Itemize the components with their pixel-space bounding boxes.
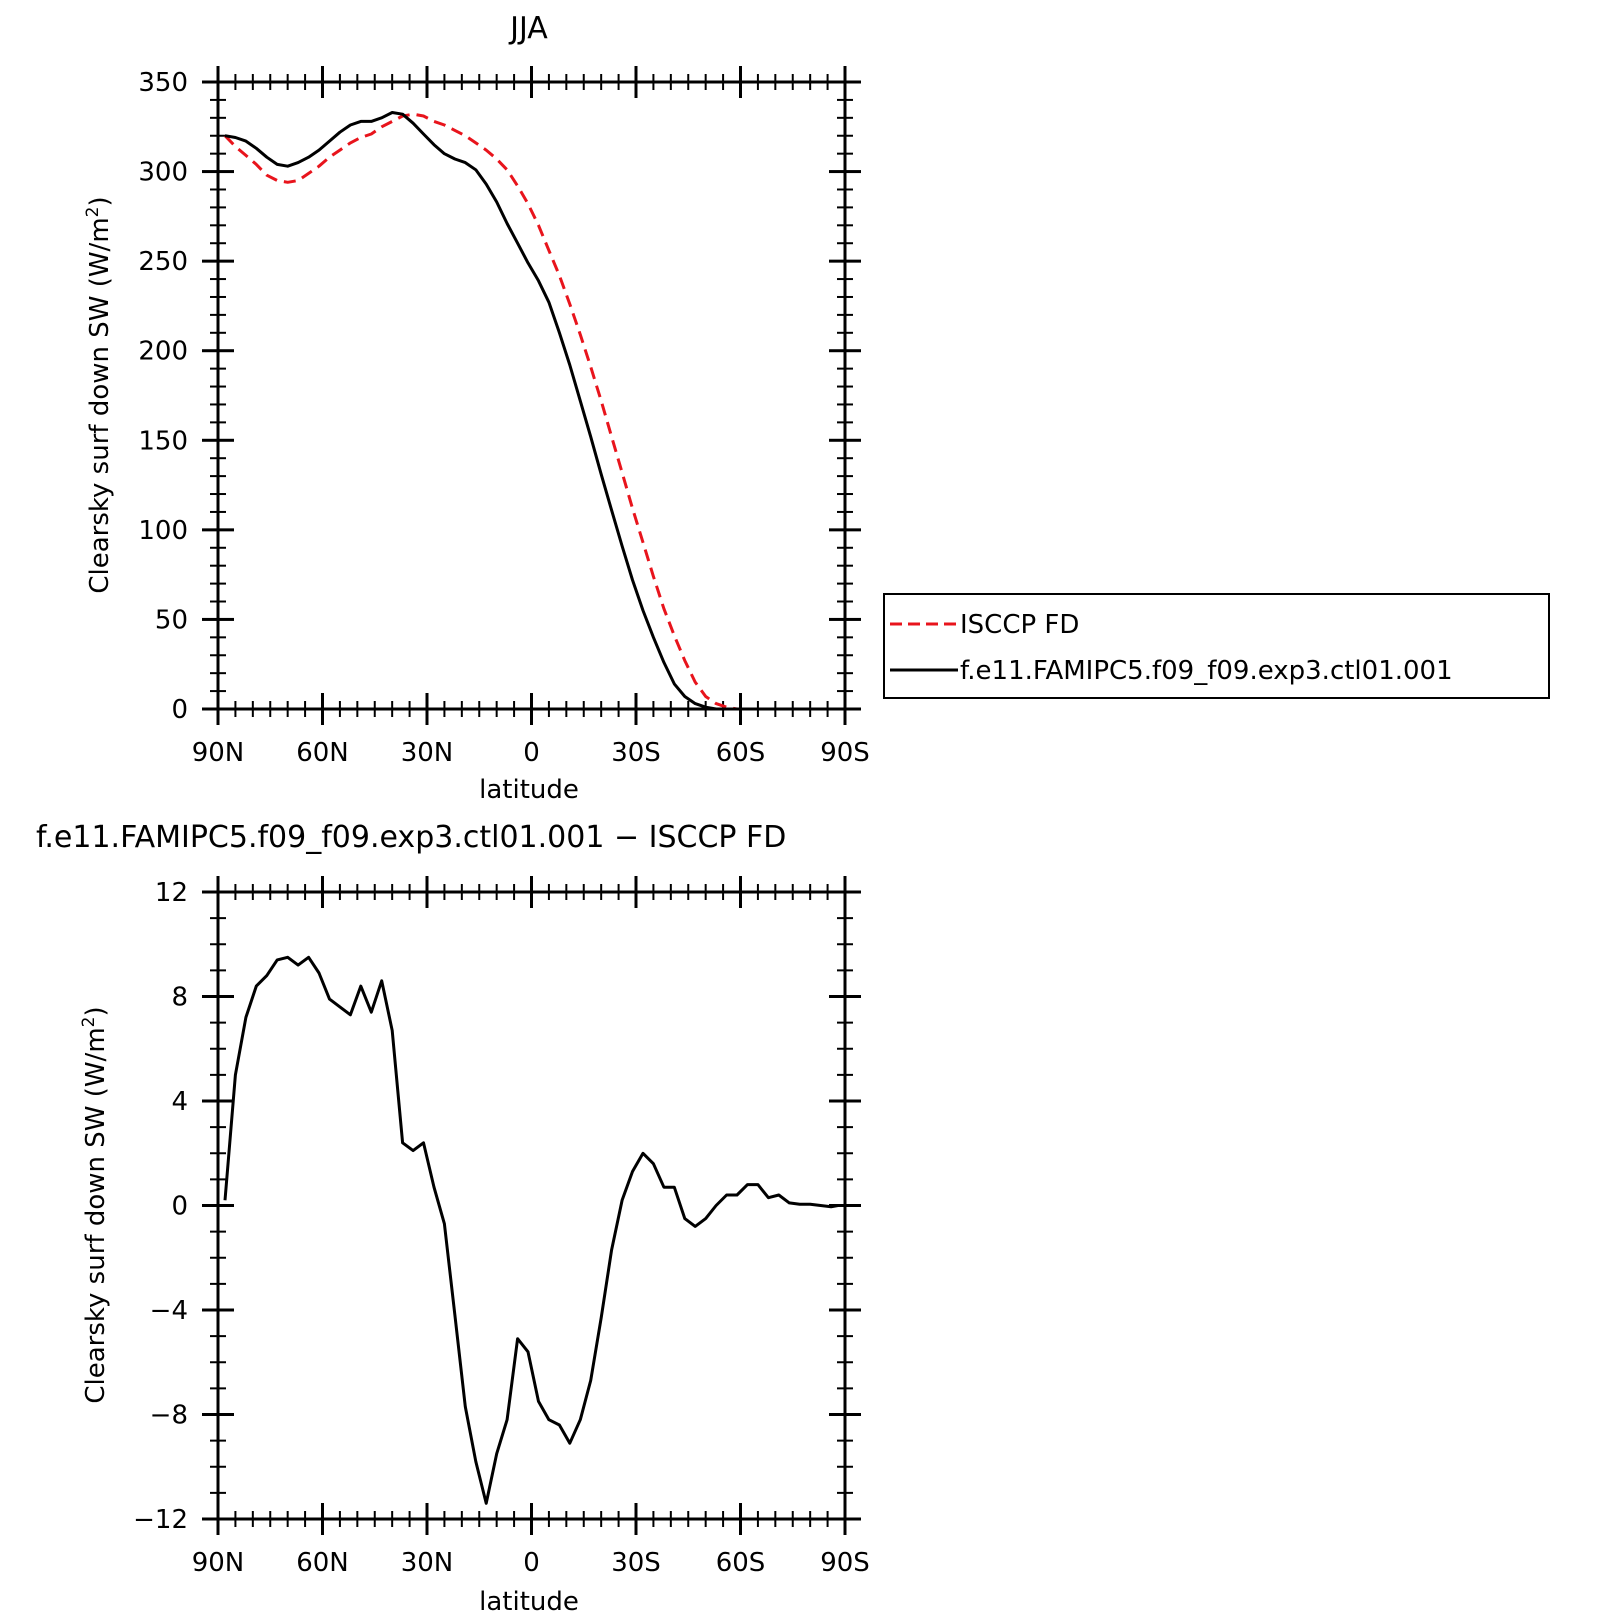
bottom-yticks: −12 −8 −4 0 4 8 12 bbox=[133, 878, 861, 1535]
top-series-line-0 bbox=[223, 112, 838, 711]
top-chart-title: JJA bbox=[508, 11, 548, 46]
bottom-y-tick-label: 4 bbox=[171, 1087, 188, 1117]
bottom-xlabel: latitude bbox=[479, 1587, 579, 1617]
bottom-x-tick-label: 60S bbox=[716, 1548, 766, 1578]
bottom-x-tick-label: 90N bbox=[192, 1548, 245, 1578]
svg-text:Clearsky surf down SW (W/m2): Clearsky surf down SW (W/m2) bbox=[79, 1006, 111, 1403]
top-y-tick-label: 250 bbox=[138, 247, 188, 277]
legend-label-model: f.e11.FAMIPC5.f09_f09.exp3.ctl01.001 bbox=[960, 656, 1453, 686]
bottom-y-tick-label: 12 bbox=[155, 878, 188, 908]
bottom-x-tick-label: 60N bbox=[296, 1548, 349, 1578]
bottom-series-line-0 bbox=[223, 955, 839, 1505]
bottom-xticks: 90N 60N 30N 0 30S 60S 90S bbox=[192, 876, 870, 1578]
bottom-plot-frame bbox=[216, 890, 847, 1521]
top-ylabel-main: Clearsky surf down SW (W/m bbox=[85, 217, 115, 593]
bottom-ylabel: Clearsky surf down SW (W/m2) bbox=[79, 1006, 111, 1403]
top-ylabel-end: ) bbox=[85, 196, 115, 206]
top-xlabel: latitude bbox=[479, 775, 579, 805]
top-x-tick-label: 0 bbox=[523, 738, 540, 768]
bottom-ylabel-main: Clearsky surf down SW (W/m bbox=[81, 1027, 111, 1403]
top-ylabel: Clearsky surf down SW (W/m2) bbox=[83, 196, 115, 593]
top-y-tick-label: 100 bbox=[138, 516, 188, 546]
top-x-tick-label: 60N bbox=[296, 738, 349, 768]
bottom-x-tick-label: 30N bbox=[401, 1548, 454, 1578]
bottom-y-tick-label: −4 bbox=[150, 1296, 188, 1326]
legend-label-isccp: ISCCP FD bbox=[960, 610, 1079, 640]
bottom-y-tick-label: 8 bbox=[171, 983, 188, 1013]
top-x-tick-label: 90S bbox=[820, 738, 870, 768]
top-y-tick-label: 350 bbox=[138, 68, 188, 98]
bottom-x-tick-label: 30S bbox=[611, 1548, 661, 1578]
bottom-x-tick-label: 0 bbox=[523, 1548, 540, 1578]
top-x-tick-label: 30S bbox=[611, 738, 661, 768]
top-xticks: 90N 60N 30N 0 30S 60S 90S bbox=[192, 66, 870, 768]
legend-box bbox=[883, 593, 1550, 699]
top-x-tick-label: 90N bbox=[192, 738, 245, 768]
top-y-tick-label: 150 bbox=[138, 426, 188, 456]
bottom-panel: f.e11.FAMIPC5.f09_f09.exp3.ctl01.001 − I… bbox=[36, 820, 870, 1617]
bottom-series bbox=[223, 955, 839, 1505]
top-plot-frame bbox=[216, 80, 847, 711]
top-ylabel-sup: 2 bbox=[83, 207, 103, 218]
bottom-chart-title: f.e11.FAMIPC5.f09_f09.exp3.ctl01.001 − I… bbox=[36, 820, 786, 855]
legend: ISCCP FD f.e11.FAMIPC5.f09_f09.exp3.ctl0… bbox=[883, 593, 1550, 699]
bottom-x-tick-label: 90S bbox=[820, 1548, 870, 1578]
bottom-y-tick-label: 0 bbox=[171, 1192, 188, 1222]
bottom-ylabel-end: ) bbox=[81, 1006, 111, 1016]
top-series bbox=[223, 111, 838, 711]
top-yticks: 0 50 100 150 200 250 300 350 bbox=[138, 68, 861, 725]
top-x-tick-label: 30N bbox=[401, 738, 454, 768]
bottom-ylabel-sup: 2 bbox=[79, 1017, 99, 1028]
bottom-y-tick-label: −8 bbox=[150, 1401, 188, 1431]
top-y-tick-label: 200 bbox=[138, 337, 188, 367]
svg-text:Clearsky surf down SW (W/m2): Clearsky surf down SW (W/m2) bbox=[83, 196, 115, 593]
top-series-line-1 bbox=[224, 111, 838, 711]
top-panel: JJA Clearsky surf down SW (W/m2) latitud… bbox=[83, 11, 870, 805]
top-x-tick-label: 60S bbox=[716, 738, 766, 768]
bottom-y-tick-label: −12 bbox=[133, 1505, 188, 1535]
top-y-tick-label: 300 bbox=[138, 158, 188, 188]
top-y-tick-label: 50 bbox=[155, 605, 188, 635]
top-y-tick-label: 0 bbox=[171, 695, 188, 725]
